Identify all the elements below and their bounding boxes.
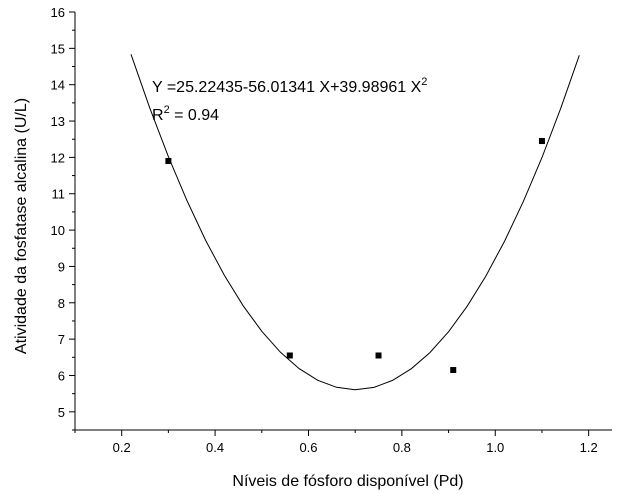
y-tick-label: 13 [51, 114, 65, 129]
x-tick-label: 0.4 [206, 440, 224, 455]
y-tick-label: 14 [51, 78, 65, 93]
data-point [286, 352, 293, 359]
x-axis-label: Níveis de fósforo disponível (Pd) [232, 473, 463, 490]
data-point [375, 352, 382, 359]
data-point [450, 367, 457, 374]
r2-value: = 0.94 [170, 107, 219, 124]
y-tick-label: 11 [52, 187, 66, 202]
r2-label: R [152, 107, 164, 124]
y-axis-label: Atividade da fosfatase alcalina (U/L) [13, 98, 30, 354]
y-tick-label: 12 [51, 150, 65, 165]
r2-exponent: 2 [164, 104, 170, 116]
fit-curve-layer [130, 54, 580, 391]
fit-curve [130, 54, 580, 391]
x-tick-label: 1.2 [580, 440, 598, 455]
axes: 0.2 0.4 0.6 0.8 1.0 1.2 5 6 7 8 9 10 11 12 13 14 15 16 [51, 5, 612, 455]
y-tick-label: 5 [58, 405, 65, 420]
data-point [165, 158, 172, 165]
x-tick-label: 0.6 [299, 440, 317, 455]
data-point [538, 138, 545, 145]
y-tick-label: 15 [51, 41, 65, 56]
equation-text: Y =25.22435-56.01341 X+39.98961 X [152, 79, 422, 96]
y-tick-label: 7 [58, 332, 65, 347]
data-points-layer [165, 138, 545, 374]
r-squared-annotation: R2 = 0.94 [152, 104, 219, 124]
y-tick-label: 8 [58, 296, 65, 311]
equation-exponent: 2 [421, 76, 427, 88]
x-tick-label: 0.2 [113, 440, 131, 455]
x-tick-label: 1.0 [486, 440, 504, 455]
y-tick-label: 10 [51, 223, 65, 238]
y-tick-label: 16 [51, 5, 65, 20]
y-tick-label: 6 [58, 368, 65, 383]
x-tick-label: 0.8 [393, 440, 411, 455]
regression-equation: Y =25.22435-56.01341 X+39.98961 X2 [152, 76, 427, 96]
y-tick-label: 9 [58, 259, 65, 274]
